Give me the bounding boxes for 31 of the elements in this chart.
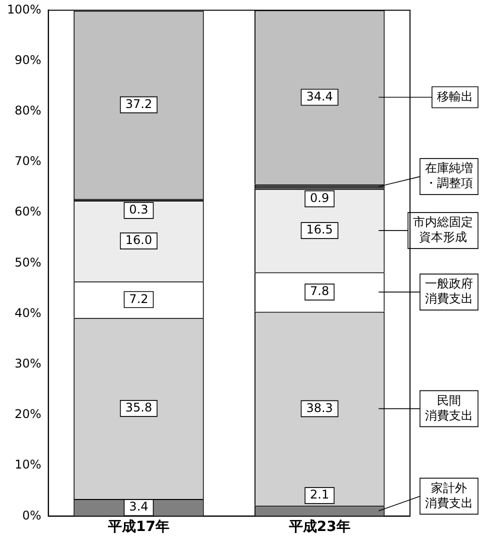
data-label: 37.2 xyxy=(125,96,152,111)
x-tick-label: 平成17年 xyxy=(106,519,170,536)
y-tick-label: 0% xyxy=(22,508,42,522)
y-tick-label: 50% xyxy=(14,255,42,270)
text: 在庫純増・調整項 xyxy=(425,161,473,190)
y-tick-label: 20% xyxy=(14,407,42,422)
data-label: 3.4 xyxy=(129,500,148,514)
data-label: 35.8 xyxy=(125,400,152,415)
y-tick-label: 40% xyxy=(14,306,42,320)
y-tick-label: 10% xyxy=(14,458,42,472)
x-tick-label: 平成23年 xyxy=(288,519,350,536)
y-tick-label: 80% xyxy=(14,104,42,118)
y-tick-label: 60% xyxy=(14,204,42,219)
text: 移輸出 xyxy=(437,89,473,104)
data-label: 16.0 xyxy=(125,233,152,248)
data-label: 0.9 xyxy=(310,190,330,205)
data-label: 16.5 xyxy=(306,222,333,237)
y-tick-label: 70% xyxy=(14,154,42,168)
text: 一般政府消費支出 xyxy=(425,276,473,306)
data-label: 7.2 xyxy=(129,292,148,306)
y-tick-label: 100% xyxy=(6,2,42,16)
data-label: 38.3 xyxy=(306,400,333,415)
y-tick-label: 30% xyxy=(14,356,42,371)
text: 市内総固定資本形成 xyxy=(413,215,473,244)
text: 民間消費支出 xyxy=(425,393,473,422)
data-label: 0.3 xyxy=(129,202,148,217)
text: 家計外消費支出 xyxy=(425,480,473,510)
data-label: 7.8 xyxy=(310,284,330,298)
data-label: 34.4 xyxy=(306,89,333,104)
data-label: 2.1 xyxy=(310,488,330,502)
y-tick-label: 90% xyxy=(14,52,42,67)
